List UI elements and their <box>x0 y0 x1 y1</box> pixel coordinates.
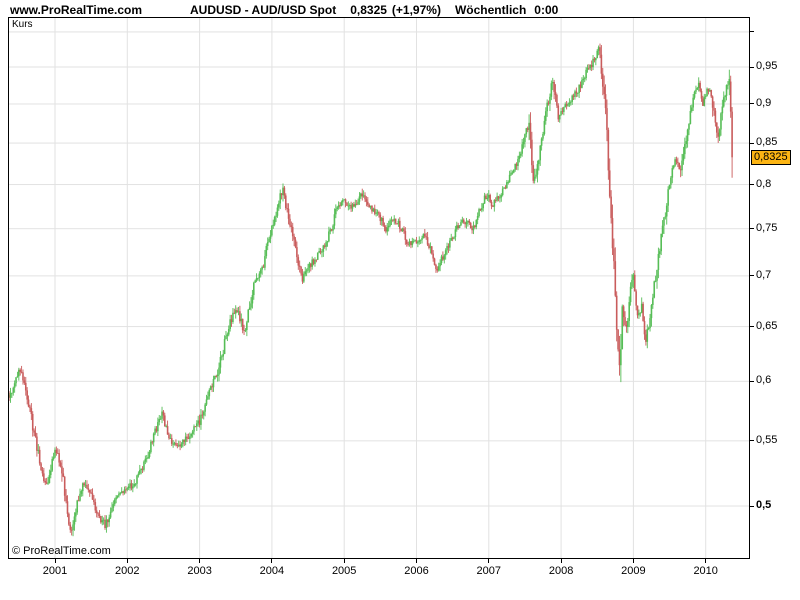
price-tick <box>750 380 754 382</box>
year-tick <box>416 559 417 563</box>
year-tick-label: 2002 <box>115 565 140 577</box>
year-tick-label: 2008 <box>548 565 574 577</box>
timeframe-label: Wöchentlich <box>454 3 527 17</box>
price-tick <box>750 326 754 328</box>
price-tick-label: 0,9 <box>756 96 772 109</box>
year-tick-label: 2006 <box>404 565 429 577</box>
chart-header: AUDUSD - AUD/USD Spot 0,8325 (+1,97%) Wöche… <box>190 3 558 17</box>
year-tick <box>343 559 345 563</box>
site-link[interactable]: www.ProRealTime.com <box>10 3 143 17</box>
year-tick <box>271 559 273 563</box>
price-tick <box>750 275 754 277</box>
year-tick <box>54 559 56 563</box>
year-tick-label: 2010 <box>693 565 718 577</box>
price-tick-label: 0,7 <box>756 268 772 281</box>
year-tick <box>705 559 707 563</box>
price-tick-label: 0,6 <box>756 374 772 387</box>
current-price-value: 0,8325 <box>754 150 788 163</box>
year-tick-label: 2005 <box>331 565 357 577</box>
year-tick <box>199 559 201 563</box>
price-tick-label: 0,75 <box>756 221 778 234</box>
price-tick <box>750 31 754 33</box>
price-tick <box>750 505 754 507</box>
year-tick <box>632 559 634 563</box>
instrument-title: AUDUSD - AUD/USD Spot <box>190 3 337 17</box>
year-tick-label: 2004 <box>259 565 285 577</box>
price-tick-label: 0,55 <box>756 433 778 446</box>
year-tick <box>126 559 128 563</box>
price-tick-label: 0,8 <box>756 177 772 190</box>
current-price-tag: 0,8325 <box>751 149 791 165</box>
last-price: 0,8325 <box>350 3 387 17</box>
session-time: 0:00 <box>534 3 559 17</box>
pane-label: Kurs <box>12 19 33 30</box>
price-change: (+1,97%) <box>391 3 441 17</box>
chart-plot-area[interactable]: Kurs © ProRealTime.com <box>8 17 750 559</box>
year-tick-label: 2009 <box>621 565 646 577</box>
price-tick-label: 0,85 <box>756 136 778 149</box>
year-tick <box>560 559 562 563</box>
candlestick-chart <box>9 18 749 558</box>
price-tick <box>750 184 754 186</box>
price-tick-label: 0,5 <box>756 499 772 512</box>
price-tick-label: 0,95 <box>756 60 778 72</box>
year-tick-label: 2003 <box>187 565 212 577</box>
price-tick <box>750 66 754 68</box>
year-tick-label: 2007 <box>476 565 502 577</box>
price-tick-label: 0,65 <box>756 319 778 332</box>
price-tick <box>750 103 754 105</box>
copyright-label: © ProRealTime.com <box>12 545 111 557</box>
year-tick-label: 2001 <box>42 565 68 577</box>
year-tick <box>488 559 490 563</box>
price-tick <box>750 440 754 442</box>
price-tick <box>750 142 754 144</box>
price-tick <box>750 228 754 230</box>
